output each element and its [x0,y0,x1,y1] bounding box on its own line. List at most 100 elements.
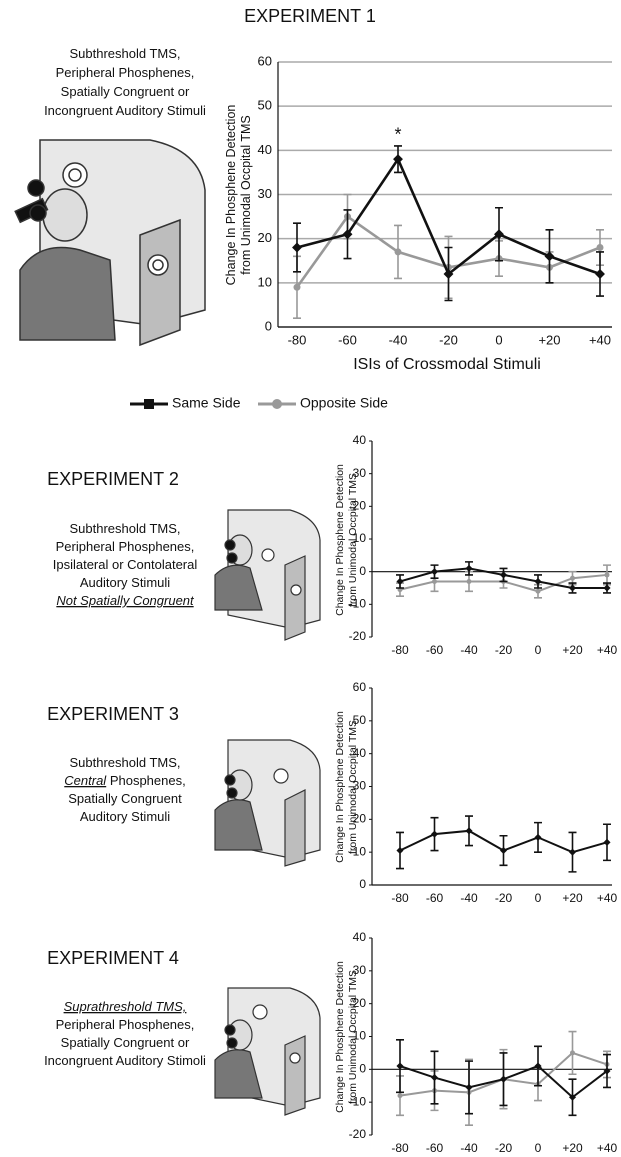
panel-title: EXPERIMENT 1 [244,6,376,26]
description-line: Peripheral Phosphenes, [56,65,195,80]
description-line: Ipsilateral or Contolateral [53,557,198,572]
x-tick-label: -40 [389,332,408,347]
x-tick-label: -60 [426,643,444,657]
y-tick-label: 40 [258,142,272,157]
y-label-line: from Unimodal Occpital TMS [239,115,253,275]
x-tick-label: 0 [495,332,502,347]
marker [569,849,576,856]
x-tick-label: +20 [538,332,560,347]
x-tick-label: +20 [562,891,583,905]
description-text: Subthreshold TMS, [69,521,180,536]
marker [500,1076,507,1083]
illustration-2 [215,510,320,640]
x-tick-label: -40 [460,891,478,905]
x-tick-label: 0 [535,643,542,657]
x-tick-label: +40 [597,891,618,905]
y-tick-label: 0 [265,318,272,333]
description-text: Not Spatially Congruent [56,593,195,608]
description-text: Subthreshold TMS, [69,755,180,770]
description-line: Incongruent Auditory Stimoli [44,1053,206,1068]
marker [396,578,403,585]
marker [536,589,541,594]
marker [597,244,604,251]
y-axis-label: Change In Phosphene Detectionfrom Unimod… [224,105,253,286]
x-tick-label: -80 [391,643,409,657]
description-text: Auditory Stimuli [80,809,170,824]
x-tick-label: -20 [495,891,513,905]
y-tick-label: 20 [353,996,367,1010]
y-tick-label: 0 [359,1062,366,1076]
illustration-1 [15,140,205,345]
marker [500,571,507,578]
y-tick-label: 60 [353,680,367,694]
y-tick-label: 10 [353,1029,367,1043]
annotation: * [394,125,401,145]
marker [545,251,555,261]
panel-title: EXPERIMENT 2 [47,469,179,489]
x-axis-label: ISIs of Crossmodal Stimuli [353,356,541,373]
x-tick-label: 0 [535,1141,542,1155]
marker [570,576,575,581]
description-text: Incongruent Auditory Stimuli [44,103,206,118]
x-tick-label: -40 [460,643,478,657]
description-text: Spatially Congruent or [61,84,190,99]
x-tick-label: -60 [426,1141,444,1155]
marker [398,1093,403,1098]
description-text: Peripheral Phosphenes, [56,1017,195,1032]
marker [396,847,403,854]
description-text: Subthreshold TMS, [69,46,180,61]
y-label-line: Change In Phosphene Detection [334,711,346,863]
y-tick-label: -10 [349,597,367,611]
description-text: Peripheral Phosphenes, [56,539,195,554]
x-tick-label: -60 [338,332,357,347]
y-tick-label: 30 [258,186,272,201]
y-tick-label: 10 [353,531,367,545]
description-line: Auditory Stimuli [80,575,170,590]
description-text: Spatially Congruent [68,791,182,806]
marker [605,572,610,577]
marker [431,568,438,575]
description-line: Subthreshold TMS, [69,46,180,61]
y-tick-label: -20 [349,1127,367,1141]
x-tick-label: +40 [589,332,611,347]
marker [603,839,610,846]
description-line: Spatially Congruent or [61,1035,190,1050]
y-tick-label: 30 [353,963,367,977]
y-tick-label: -20 [349,629,367,643]
description-line: Spatially Congruent or [61,84,190,99]
x-tick-label: -20 [495,643,513,657]
description-text: Phosphenes, [106,773,186,788]
illustration-3 [215,740,320,866]
x-tick-label: 0 [535,891,542,905]
marker [431,1074,438,1081]
illustration-4 [215,988,320,1115]
y-tick-label: 0 [359,564,366,578]
description-text: Auditory Stimuli [80,575,170,590]
x-tick-label: +40 [597,1141,618,1155]
marker [395,248,402,255]
marker [292,243,302,253]
y-tick-label: 40 [353,433,367,447]
figure: EXPERIMENT 1 Subthreshold TMS, Peripheral … [0,0,621,1157]
y-tick-label: 20 [353,499,367,513]
y-tick-label: 20 [353,812,367,826]
panel-title: EXPERIMENT 3 [47,704,179,724]
marker [396,1063,403,1070]
description-line: Subthreshold TMS, [69,521,180,536]
x-tick-label: -20 [439,332,458,347]
description-line: Peripheral Phosphenes, [56,539,195,554]
y-tick-label: -10 [349,1094,367,1108]
legend-label: Same Side [172,395,241,411]
y-tick-label: 10 [353,844,367,858]
y-tick-label: 30 [353,466,367,480]
description-line: Subthreshold TMS, [69,755,180,770]
legend-label: Opposite Side [300,395,388,411]
y-tick-label: 50 [258,98,272,113]
y-tick-label: 40 [353,930,367,944]
panel-title: EXPERIMENT 4 [47,948,179,968]
x-tick-label: -40 [460,1141,478,1155]
x-tick-label: +20 [562,1141,583,1155]
description-line: Peripheral Phosphenes, [56,1017,195,1032]
description-text: Central [64,773,107,788]
description-text: Ipsilateral or Contolateral [53,557,198,572]
